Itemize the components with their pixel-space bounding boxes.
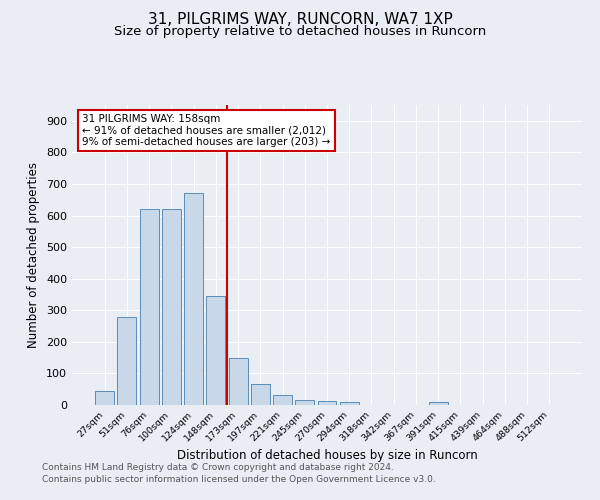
Text: Contains public sector information licensed under the Open Government Licence v3: Contains public sector information licen… [42,475,436,484]
Bar [95,391,114,405]
Text: 31 PILGRIMS WAY: 158sqm
← 91% of detached houses are smaller (2,012)
9% of semi-: 31 PILGRIMS WAY: 158sqm ← 91% of detache… [82,114,331,147]
Text: Contains HM Land Registry data © Crown copyright and database right 2024.: Contains HM Land Registry data © Crown c… [42,464,394,472]
Bar [184,194,203,405]
Bar [340,402,359,405]
Bar [162,208,181,405]
Y-axis label: Number of detached properties: Number of detached properties [28,162,40,348]
Bar [273,394,292,405]
Bar [251,384,270,405]
Bar [206,296,225,405]
Bar [295,400,314,405]
Bar [317,401,337,405]
Bar [140,209,158,405]
Bar [229,358,248,405]
X-axis label: Distribution of detached houses by size in Runcorn: Distribution of detached houses by size … [176,449,478,462]
Bar [118,316,136,405]
Bar [429,402,448,405]
Text: Size of property relative to detached houses in Runcorn: Size of property relative to detached ho… [114,25,486,38]
Text: 31, PILGRIMS WAY, RUNCORN, WA7 1XP: 31, PILGRIMS WAY, RUNCORN, WA7 1XP [148,12,452,28]
